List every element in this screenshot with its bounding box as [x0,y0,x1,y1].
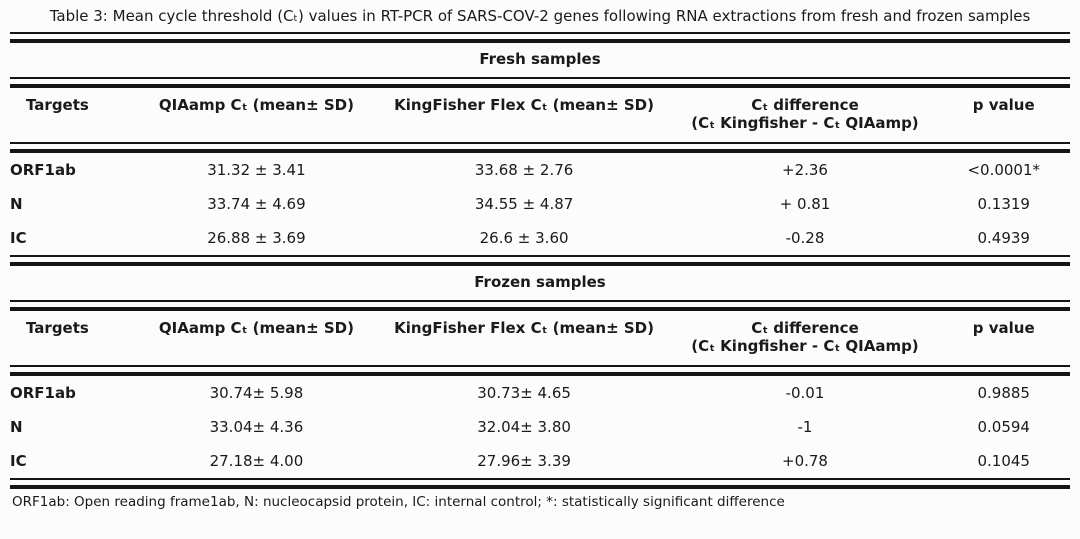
p-value-cell: 0.1319 [977,195,1030,213]
column-header-targets: Targets [26,319,89,337]
target-cell: N [10,195,23,213]
ct-difference-line2: (Cₜ Kingfisher - Cₜ QIAamp) [691,337,919,355]
table-row-fresh-n: N 33.74 ± 4.69 34.55 ± 4.87 + 0.81 0.131… [10,187,1070,221]
column-header-ct-difference: Cₜ difference (Cₜ Kingfisher - Cₜ QIAamp… [672,88,937,142]
section-divider-rule [10,255,1070,266]
table-row-fresh-ic: IC 26.88 ± 3.69 26.6 ± 3.60 -0.28 0.4939 [10,221,1070,255]
kingfisher-ct-cell: 26.6 ± 3.60 [479,229,569,247]
p-value-cell: <0.0001* [967,161,1041,179]
target-cell: ORF1ab [10,384,76,402]
qiaamp-ct-cell: 26.88 ± 3.69 [207,229,306,247]
frozen-header-row: Targets QIAamp Cₜ (mean± SD) KingFisher … [10,311,1070,365]
p-value-cell: 0.0594 [977,418,1030,436]
column-header-kingfisher: KingFisher Flex Cₜ (mean± SD) [394,96,654,114]
qiaamp-ct-cell: 30.74± 5.98 [209,384,304,402]
kingfisher-ct-cell: 30.73± 4.65 [477,384,571,402]
table-caption: Table 3: Mean cycle threshold (Cₜ) value… [49,7,1031,25]
frozen-heading-rule [10,300,1070,311]
table-row-fresh-orf1ab: ORF1ab 31.32 ± 3.41 33.68 ± 2.76 +2.36 <… [10,153,1070,187]
top-rule [10,32,1070,43]
fresh-header-row: Targets QIAamp Cₜ (mean± SD) KingFisher … [10,88,1070,142]
table-row-frozen-n: N 33.04± 4.36 32.04± 3.80 -1 0.0594 [10,410,1070,444]
kingfisher-ct-cell: 32.04± 3.80 [477,418,571,436]
ct-difference-line2: (Cₜ Kingfisher - Cₜ QIAamp) [691,114,919,132]
fresh-heading-rule [10,77,1070,88]
section-heading-frozen: Frozen samples [474,273,606,291]
frozen-header-rule [10,365,1070,376]
ct-difference-cell: -0.01 [785,384,825,402]
table-footnote: ORF1ab: Open reading frame1ab, N: nucleo… [12,494,785,510]
p-value-cell: 0.1045 [977,452,1030,470]
column-header-ct-difference: Cₜ difference (Cₜ Kingfisher - Cₜ QIAamp… [672,311,937,365]
kingfisher-ct-cell: 34.55 ± 4.87 [474,195,574,213]
table-row-frozen-orf1ab: ORF1ab 30.74± 5.98 30.73± 4.65 -0.01 0.9… [10,376,1070,410]
column-header-targets: Targets [26,96,89,114]
qiaamp-ct-cell: 27.18± 4.00 [209,452,304,470]
kingfisher-ct-cell: 27.96± 3.39 [477,452,571,470]
qiaamp-ct-cell: 33.74 ± 4.69 [207,195,306,213]
target-cell: ORF1ab [10,161,76,179]
ct-difference-cell: +2.36 [782,161,828,179]
p-value-cell: 0.9885 [977,384,1030,402]
bottom-rule [10,478,1070,489]
target-cell: IC [10,452,27,470]
p-value-cell: 0.4939 [977,229,1030,247]
column-header-qiaamp: QIAamp Cₜ (mean± SD) [158,96,354,114]
ct-difference-cell: -1 [797,418,813,436]
target-cell: IC [10,229,27,247]
ct-difference-cell: +0.78 [782,452,828,470]
section-heading-fresh: Fresh samples [479,50,601,68]
qiaamp-ct-cell: 33.04± 4.36 [209,418,304,436]
column-header-p-value: p value [972,319,1035,337]
kingfisher-ct-cell: 33.68 ± 2.76 [474,161,574,179]
ct-difference-cell: + 0.81 [779,195,831,213]
column-header-p-value: p value [972,96,1035,114]
ct-difference-cell: -0.28 [785,229,825,247]
ct-difference-line1: Cₜ difference [751,96,859,114]
column-header-kingfisher: KingFisher Flex Cₜ (mean± SD) [394,319,654,337]
qiaamp-ct-cell: 31.32 ± 3.41 [207,161,306,179]
column-header-qiaamp: QIAamp Cₜ (mean± SD) [158,319,354,337]
fresh-header-rule [10,142,1070,153]
table-3: Fresh samples Targets QIAamp Cₜ (mean± S… [10,32,1070,489]
target-cell: N [10,418,23,436]
ct-difference-line1: Cₜ difference [751,319,859,337]
table-row-frozen-ic: IC 27.18± 4.00 27.96± 3.39 +0.78 0.1045 [10,444,1070,478]
